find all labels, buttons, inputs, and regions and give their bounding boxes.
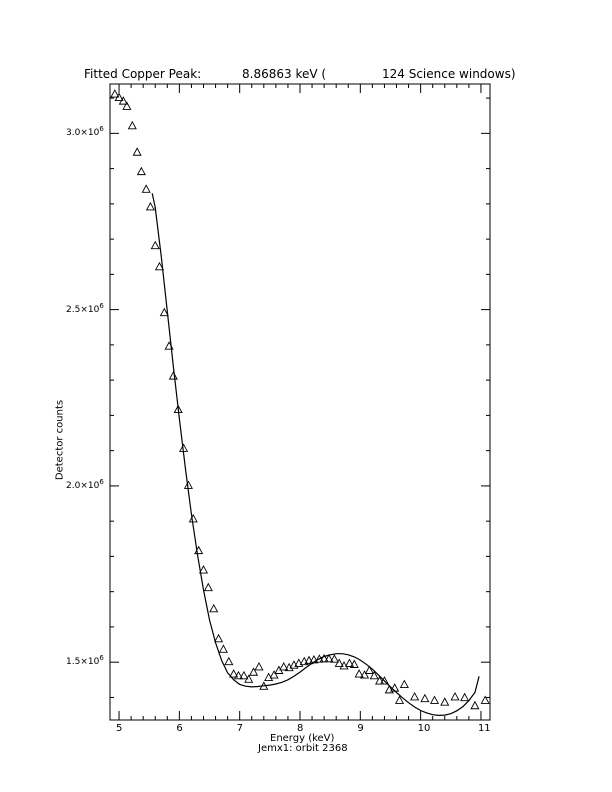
data-point-triangle xyxy=(239,670,249,680)
data-point-triangle xyxy=(324,653,334,663)
data-point-triangle xyxy=(480,695,490,704)
x-tick-label: 10 xyxy=(417,723,431,734)
data-point-triangle xyxy=(309,654,319,664)
data-point-triangle xyxy=(354,669,364,678)
data-point-triangle xyxy=(224,656,234,666)
data-point-triangle xyxy=(364,665,374,674)
y-tick-label-exponent: 6 xyxy=(99,125,104,134)
data-point-triangle xyxy=(349,659,359,668)
data-point-triangle xyxy=(136,166,146,176)
x-tick-label: 9 xyxy=(357,723,364,734)
data-point-triangle xyxy=(154,261,165,271)
chart-title-value: 8.86863 keV ( xyxy=(242,67,327,81)
chart-subtitle: Jemx1: orbit 2368 xyxy=(258,743,348,754)
data-point-triangle xyxy=(254,662,264,671)
y-tick-label: 2.0×106 xyxy=(66,478,104,491)
data-point-triangle xyxy=(198,565,209,574)
y-tick-label-mantissa: 3.0×10 xyxy=(66,128,100,139)
chart-title-tail: 124 Science windows) xyxy=(382,67,516,81)
data-point-triangle xyxy=(314,654,324,663)
data-point-triangle xyxy=(110,89,120,98)
y-tick-label-mantissa: 2.5×10 xyxy=(66,304,100,315)
data-point-triangle xyxy=(294,658,304,667)
data-point-triangle xyxy=(450,691,460,701)
data-point-triangle xyxy=(209,603,219,613)
x-tick-label: 6 xyxy=(176,723,183,734)
data-point-triangle xyxy=(248,667,259,676)
data-point-triangle xyxy=(460,692,470,702)
data-point-triangle xyxy=(269,670,279,679)
data-point-triangle xyxy=(188,513,198,523)
data-point-triangle xyxy=(150,240,160,250)
data-point-triangle xyxy=(429,695,440,704)
data-point-triangle xyxy=(334,658,344,667)
y-tick-label-mantissa: 1.5×10 xyxy=(66,657,100,668)
data-point-triangle xyxy=(394,695,405,704)
data-point-triangle xyxy=(384,684,394,694)
x-tick-label: 5 xyxy=(116,723,123,734)
y-tick-label: 1.5×106 xyxy=(66,654,104,667)
axis-ticks xyxy=(110,84,490,720)
y-tick-label: 3.0×106 xyxy=(66,125,104,138)
data-point-triangle xyxy=(159,307,169,317)
data-point-triangle xyxy=(145,201,155,211)
data-point-triangle xyxy=(203,582,213,592)
data-point-triangle xyxy=(329,654,339,663)
x-tick-label: 7 xyxy=(236,723,244,734)
x-tick-label: 8 xyxy=(297,723,304,734)
data-point-triangle xyxy=(359,670,370,679)
y-tick-label-exponent: 6 xyxy=(99,477,104,486)
data-point-triangle xyxy=(214,633,224,643)
data-point-triangle xyxy=(420,693,430,703)
y-axis-label: Detector counts xyxy=(54,399,66,481)
data-point-triangle xyxy=(244,674,254,683)
data-point-triangle xyxy=(127,120,137,130)
data-point-triangle xyxy=(118,96,128,105)
y-tick-label-exponent: 6 xyxy=(99,301,104,310)
data-point-triangle xyxy=(410,691,420,701)
data-point-triangle xyxy=(233,670,244,680)
data-point-triangle xyxy=(114,92,124,102)
x-tick-label: 11 xyxy=(477,723,491,734)
data-point-triangle xyxy=(304,655,314,665)
data-point-triangle xyxy=(369,670,379,680)
data-point-triangle xyxy=(218,644,228,653)
chart-title: Fitted Copper Peak: xyxy=(84,67,202,81)
data-point-triangle xyxy=(399,679,409,689)
data-point-triangle xyxy=(375,676,385,685)
y-tick-label-exponent: 6 xyxy=(99,654,104,663)
y-tick-label: 2.5×106 xyxy=(66,302,104,315)
data-markers xyxy=(110,89,490,710)
data-point-triangle xyxy=(319,653,329,663)
data-point-triangle xyxy=(229,669,239,678)
data-point-triangle xyxy=(141,184,151,193)
data-point-triangle xyxy=(379,676,390,685)
data-point-triangle xyxy=(344,658,355,667)
x-axis-label: Energy (keV) xyxy=(270,733,335,744)
data-point-triangle xyxy=(279,662,289,671)
data-point-triangle xyxy=(122,101,132,110)
data-point-triangle xyxy=(132,147,142,156)
fit-curve xyxy=(151,193,480,717)
data-point-triangle xyxy=(470,700,480,710)
data-point-triangle xyxy=(168,371,178,380)
plot-frame xyxy=(109,83,491,721)
y-tick-label-mantissa: 2.0×10 xyxy=(66,480,100,491)
data-point-triangle xyxy=(440,697,450,706)
